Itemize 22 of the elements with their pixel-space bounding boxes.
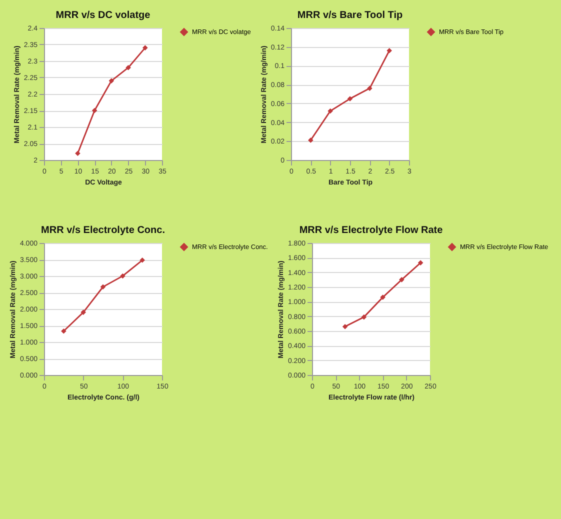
point (342, 324, 348, 330)
point (140, 258, 145, 263)
point (418, 260, 424, 266)
chart-title: MRR v/s Electrolyte Conc. (41, 225, 166, 236)
chart-title: MRR v/s Bare Tool Tip (297, 10, 403, 21)
point (399, 277, 404, 282)
point (308, 138, 314, 143)
point (80, 310, 86, 315)
point (386, 48, 392, 54)
point (367, 86, 372, 91)
point (92, 108, 98, 114)
point (100, 284, 106, 290)
point (126, 64, 131, 70)
chart-title: MRR v/s DC volatge (56, 10, 151, 21)
chart-title: MRR v/s Electrolyte Flow Rate (299, 225, 444, 236)
point (361, 314, 367, 320)
point (380, 294, 386, 300)
point (142, 45, 148, 50)
point (75, 150, 80, 156)
point (61, 328, 66, 334)
point (328, 108, 333, 114)
point (108, 78, 114, 84)
